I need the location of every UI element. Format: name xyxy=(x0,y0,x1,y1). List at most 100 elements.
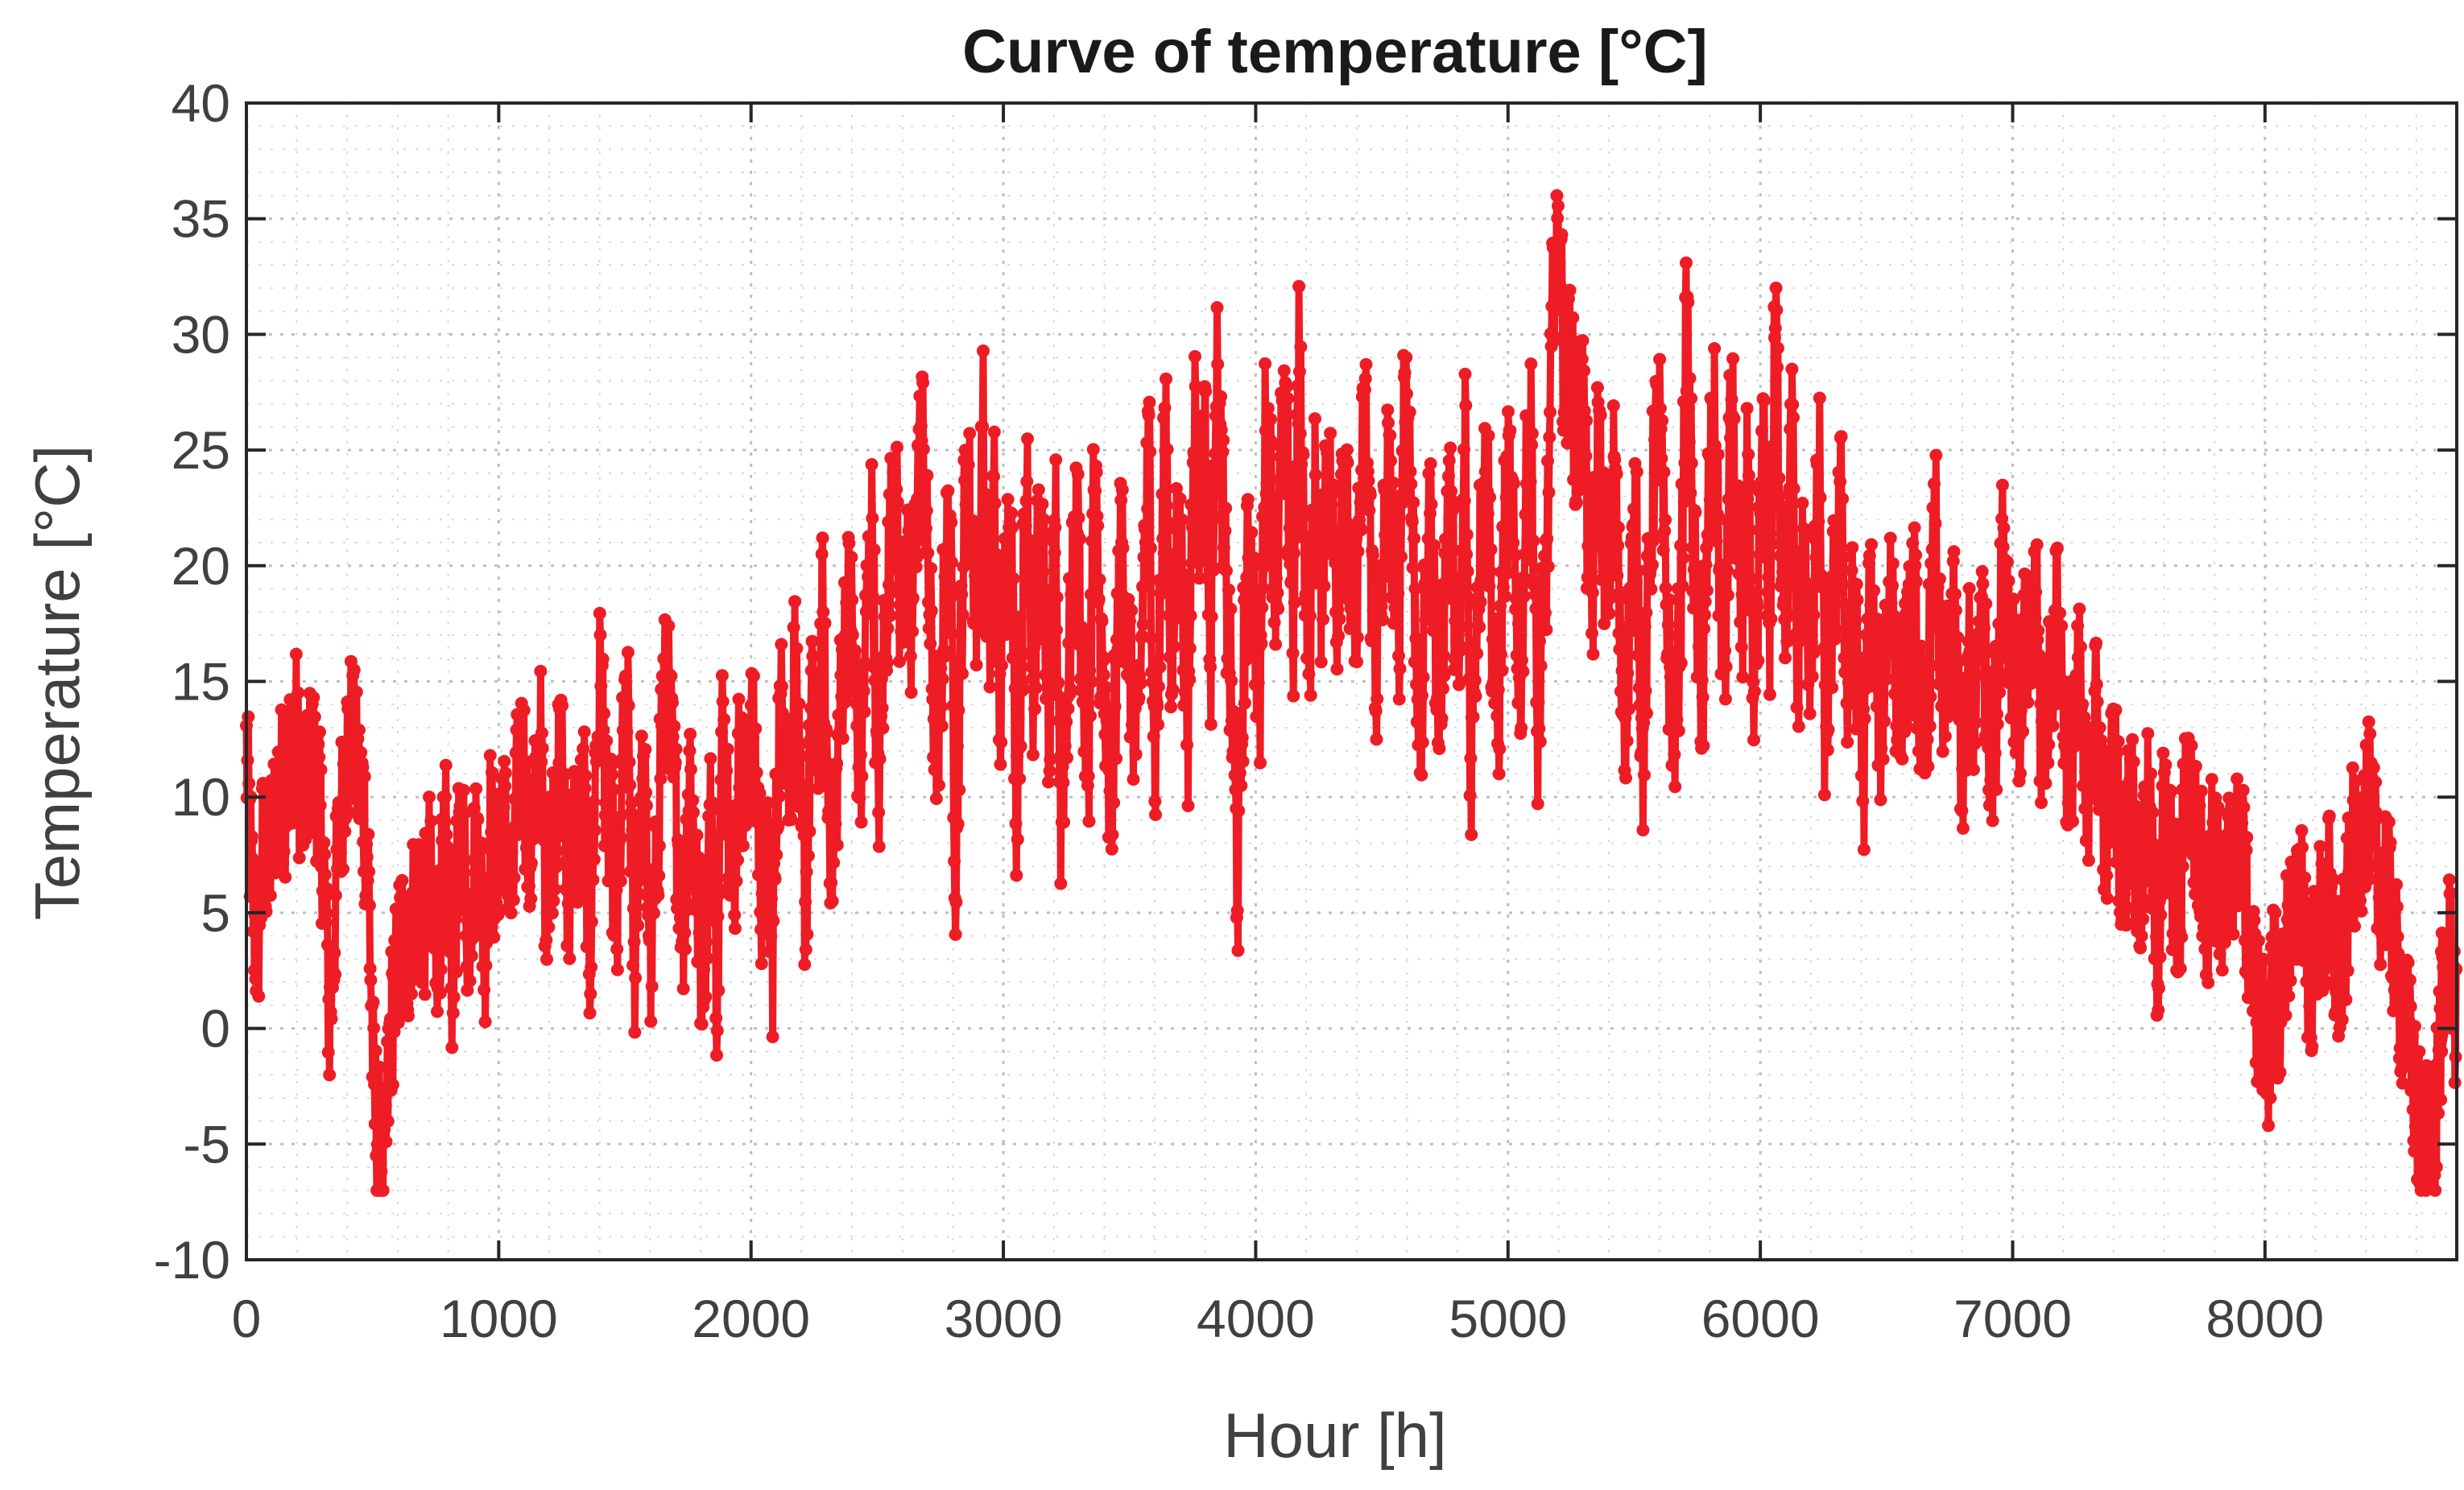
series-marker xyxy=(1437,649,1450,662)
series-marker xyxy=(1040,691,1052,705)
series-marker xyxy=(2389,997,2403,1011)
series-marker xyxy=(1532,695,1545,709)
series-marker xyxy=(1651,378,1664,391)
series-marker xyxy=(497,801,511,815)
series-marker xyxy=(1179,594,1193,608)
series-marker xyxy=(2131,816,2145,830)
series-marker xyxy=(977,344,990,357)
series-marker xyxy=(866,511,879,525)
series-marker xyxy=(2357,856,2371,869)
series-marker xyxy=(1102,741,1115,754)
series-marker xyxy=(1049,453,1063,467)
series-marker xyxy=(2241,991,2255,1005)
series-marker xyxy=(575,793,589,807)
series-marker xyxy=(1467,636,1481,650)
series-marker xyxy=(1489,612,1503,625)
series-marker xyxy=(818,617,832,630)
series-marker xyxy=(2127,849,2141,862)
series-marker xyxy=(1086,443,1100,456)
series-marker xyxy=(1060,751,1073,765)
series-marker xyxy=(1730,546,1744,559)
series-marker xyxy=(1100,714,1114,728)
series-marker xyxy=(1680,256,1693,270)
series-marker xyxy=(1039,668,1052,682)
series-marker xyxy=(1289,486,1303,500)
series-marker xyxy=(690,828,704,842)
series-marker xyxy=(1663,593,1676,606)
series-marker xyxy=(975,541,989,555)
series-marker xyxy=(1656,543,1670,557)
series-marker xyxy=(1358,383,1371,396)
series-marker xyxy=(927,750,941,764)
series-marker xyxy=(321,1046,335,1059)
series-marker xyxy=(796,778,809,792)
series-marker xyxy=(1271,586,1284,600)
series-marker xyxy=(1719,660,1733,674)
series-marker xyxy=(1108,700,1122,713)
series-marker xyxy=(1338,500,1352,513)
series-marker xyxy=(1126,718,1139,732)
series-marker xyxy=(1216,445,1230,459)
series-marker xyxy=(1556,303,1569,317)
series-marker xyxy=(961,458,975,472)
series-marker xyxy=(2247,914,2261,927)
series-marker xyxy=(1324,427,1337,440)
series-marker xyxy=(1070,576,1084,588)
series-marker xyxy=(2136,893,2150,906)
series-marker xyxy=(969,569,982,583)
series-marker xyxy=(329,968,342,981)
series-marker xyxy=(1433,742,1446,755)
series-marker xyxy=(1461,564,1474,578)
series-marker xyxy=(2425,1131,2439,1145)
series-marker xyxy=(887,464,901,477)
series-marker xyxy=(1770,303,1784,317)
series-marker xyxy=(1320,497,1333,511)
series-marker xyxy=(1090,510,1104,523)
series-marker xyxy=(1516,665,1530,679)
series-marker xyxy=(446,1006,460,1020)
series-marker xyxy=(353,812,366,825)
series-marker xyxy=(1763,687,1776,701)
series-marker xyxy=(1576,334,1590,347)
series-marker xyxy=(2007,592,2020,606)
series-marker xyxy=(596,652,610,666)
series-marker xyxy=(2189,760,2202,773)
series-marker xyxy=(551,808,564,822)
series-marker xyxy=(1492,767,1506,781)
series-marker xyxy=(1051,688,1065,702)
series-marker xyxy=(713,887,726,901)
series-marker xyxy=(837,660,851,674)
series-marker xyxy=(670,893,684,906)
series-marker xyxy=(1829,623,1843,637)
series-marker xyxy=(444,894,457,908)
series-marker xyxy=(1120,654,1134,667)
series-marker xyxy=(1938,681,1951,695)
series-marker xyxy=(952,704,965,717)
series-marker xyxy=(1317,580,1331,593)
series-marker xyxy=(1259,357,1272,370)
series-marker xyxy=(548,882,561,896)
series-marker xyxy=(1682,402,1695,415)
series-marker xyxy=(1453,640,1467,654)
series-marker xyxy=(1264,412,1277,426)
series-marker xyxy=(699,990,713,1004)
series-marker xyxy=(1078,625,1092,638)
x-tick-label: 7000 xyxy=(1953,1289,2072,1348)
series-marker xyxy=(1362,474,1375,488)
series-marker xyxy=(1479,522,1493,535)
series-marker xyxy=(597,724,610,737)
series-marker xyxy=(491,908,505,922)
series-marker xyxy=(1896,752,1909,766)
series-marker xyxy=(1988,746,2002,760)
series-marker xyxy=(1664,670,1677,683)
series-marker xyxy=(1590,527,1604,541)
series-marker xyxy=(963,427,977,440)
series-marker xyxy=(1211,357,1225,371)
series-marker xyxy=(1494,647,1507,661)
series-marker xyxy=(976,419,990,433)
series-marker xyxy=(1900,695,1913,709)
series-marker xyxy=(799,895,812,909)
series-marker xyxy=(2069,718,2082,732)
series-marker xyxy=(709,1011,723,1025)
series-marker xyxy=(1982,799,1996,812)
